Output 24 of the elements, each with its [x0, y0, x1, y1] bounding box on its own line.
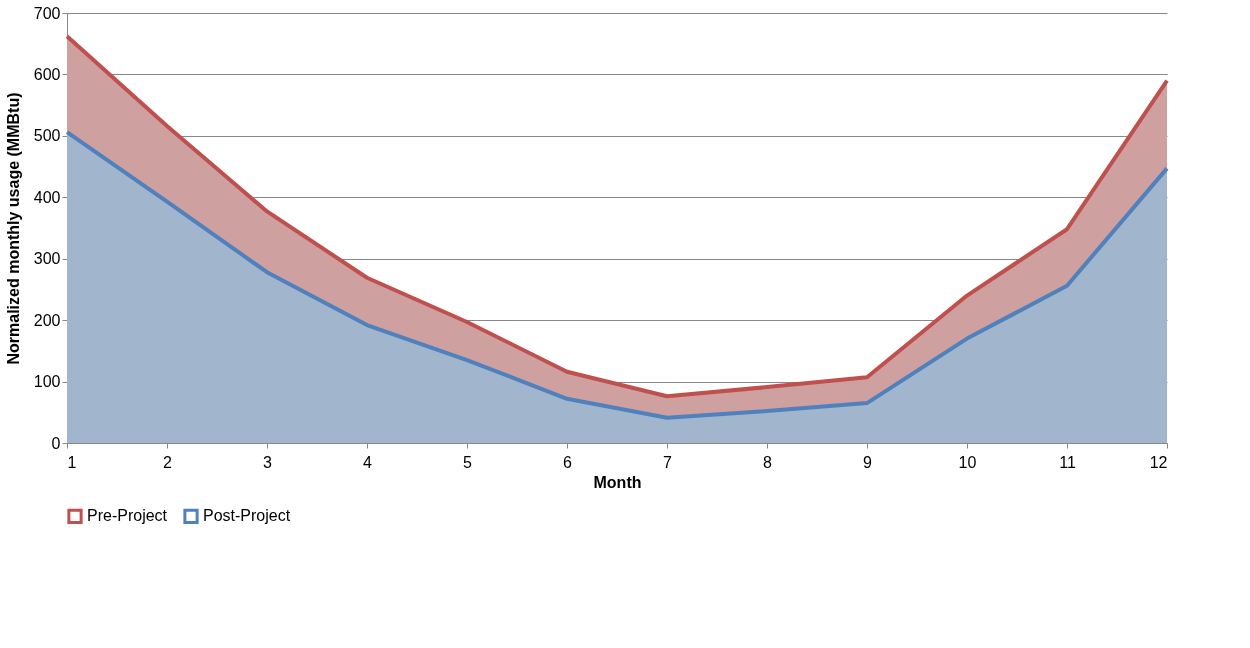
x-tick-label: 4 — [363, 453, 373, 471]
y-tick-label: 100 — [33, 373, 61, 391]
x-tick-label: 11 — [1059, 453, 1076, 471]
y-axis-title: Normalized monthly usage (MMBtu) — [4, 92, 22, 365]
y-tick-label: 200 — [33, 311, 61, 329]
y-tick-label: 0 — [51, 434, 61, 452]
x-tick-label: 2 — [163, 453, 173, 471]
x-tick-label: 1 — [67, 453, 77, 471]
x-tick-label: 12 — [1149, 453, 1168, 471]
x-tick-label: 9 — [863, 453, 873, 471]
x-tick-label: 5 — [463, 453, 473, 471]
x-tick-label: 7 — [663, 453, 673, 471]
x-tick-label: 8 — [763, 453, 773, 471]
y-tick-label: 500 — [33, 127, 61, 145]
legend-label: Pre-Project — [87, 507, 168, 525]
y-tick-label: 400 — [33, 188, 61, 206]
y-tick-label: 600 — [33, 65, 61, 83]
y-tick-label: 700 — [33, 4, 61, 22]
x-tick-label: 3 — [263, 453, 273, 471]
x-tick-label: 6 — [563, 453, 573, 471]
y-tick-label: 300 — [33, 250, 61, 268]
legend-label: Post-Project — [203, 507, 291, 525]
x-tick-label: 10 — [958, 453, 977, 471]
x-axis-title: Month — [593, 473, 642, 491]
